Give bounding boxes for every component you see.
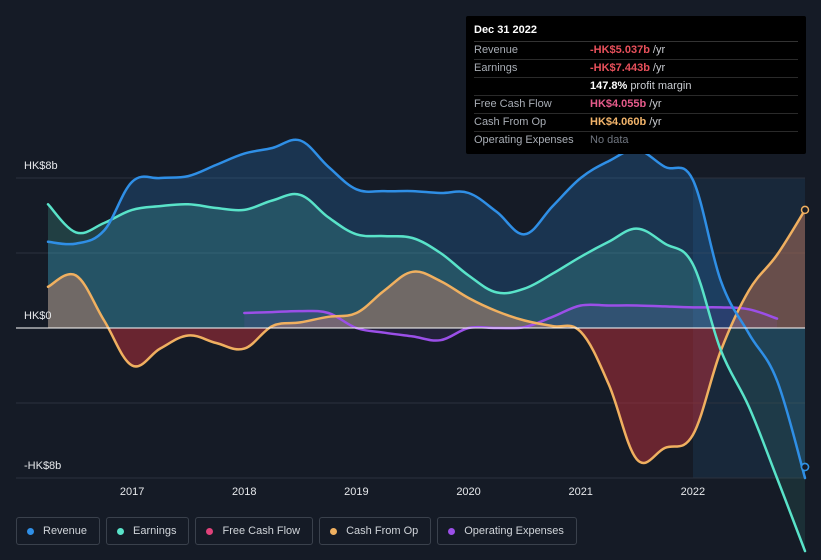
tooltip-label: Earnings — [474, 62, 518, 74]
tooltip-row-earnings: Earnings -HK$7.443b /yr — [474, 60, 798, 78]
legend-free-cash-flow[interactable]: Free Cash Flow — [195, 517, 314, 545]
tooltip-unit: profit margin — [630, 80, 692, 92]
area-earnings-negative — [48, 328, 805, 552]
legend-label: Revenue — [43, 525, 88, 537]
legend-label: Cash From Op — [346, 525, 419, 537]
tooltip-unit: /yr — [652, 62, 666, 74]
tooltip-label — [474, 78, 590, 95]
x-tick-label: 2018 — [232, 486, 256, 498]
x-tick-label: 2017 — [120, 486, 144, 498]
legend-dot-icon — [117, 527, 125, 535]
legend-dot-icon — [330, 527, 338, 535]
legend-label: Operating Expenses — [464, 525, 564, 537]
tooltip-row-cfo: Cash From Op HK$4.060b /yr — [474, 114, 798, 132]
x-tick-label: 2021 — [568, 486, 592, 498]
tooltip-value: -HK$7.443b — [590, 62, 650, 74]
tooltip-row-opex: Operating Expenses No data — [474, 132, 798, 149]
tooltip: Dec 31 2022 Revenue -HK$5.037b /yr Earni… — [466, 16, 806, 154]
line-earnings — [46, 192, 807, 553]
y-label-top: HK$8b — [24, 160, 58, 172]
line-revenue — [46, 138, 807, 480]
tooltip-label: Free Cash Flow — [474, 98, 552, 110]
end-markers — [800, 205, 810, 472]
legend-earnings[interactable]: Earnings — [106, 517, 190, 545]
x-tick-label: 2022 — [681, 486, 705, 498]
tooltip-label: Operating Expenses — [474, 134, 574, 146]
legend-dot-icon — [448, 527, 456, 535]
x-tick-label: 2020 — [456, 486, 480, 498]
legend-dot-icon — [206, 527, 214, 535]
tooltip-row-revenue: Revenue -HK$5.037b /yr — [474, 42, 798, 60]
tooltip-unit: /yr — [652, 44, 666, 56]
legend-label: Earnings — [133, 525, 177, 537]
tooltip-label: Revenue — [474, 44, 519, 56]
x-axis: 2017 2018 2019 2020 2021 2022 — [120, 486, 705, 498]
area-cash-from-op-positive — [48, 209, 805, 328]
legend-operating-expenses[interactable]: Operating Expenses — [437, 517, 577, 545]
x-tick-label: 2019 — [344, 486, 368, 498]
tooltip-unit: /yr — [649, 116, 662, 128]
area-cash-from-op-negative — [48, 328, 805, 463]
area-free-cash-flow-negative — [48, 328, 805, 463]
tooltip-label: Cash From Op — [474, 116, 547, 128]
end-marker-revenue — [800, 462, 810, 472]
tooltip-date: Dec 31 2022 — [474, 24, 798, 42]
legend-revenue[interactable]: Revenue — [16, 517, 101, 545]
legend: Revenue Earnings Free Cash Flow Cash Fro… — [16, 517, 577, 545]
y-label-zero: HK$0 — [24, 310, 52, 322]
area-operating-expenses-positive — [244, 304, 777, 328]
tooltip-unit: /yr — [649, 98, 662, 110]
end-marker-cash-from-op — [800, 205, 810, 215]
area-earnings-positive — [48, 194, 805, 328]
legend-label: Free Cash Flow — [222, 525, 301, 537]
tooltip-value: HK$4.055b — [590, 98, 647, 110]
y-label-bottom: -HK$8b — [24, 460, 62, 472]
legend-dot-icon — [27, 527, 34, 535]
area-free-cash-flow-positive — [48, 209, 805, 328]
legend-cash-from-op[interactable]: Cash From Op — [319, 517, 432, 545]
line-cash-from-op — [46, 208, 807, 465]
series-lines — [46, 138, 807, 553]
tooltip-value: HK$4.060b — [590, 116, 647, 128]
tooltip-value: No data — [590, 134, 629, 146]
tooltip-row-fcf: Free Cash Flow HK$4.055b /yr — [474, 96, 798, 114]
tooltip-value: -HK$5.037b — [590, 44, 650, 56]
tooltip-row-margin: 147.8% profit margin — [474, 78, 798, 96]
tooltip-value: 147.8% — [590, 80, 628, 92]
area-revenue-positive — [48, 139, 805, 328]
